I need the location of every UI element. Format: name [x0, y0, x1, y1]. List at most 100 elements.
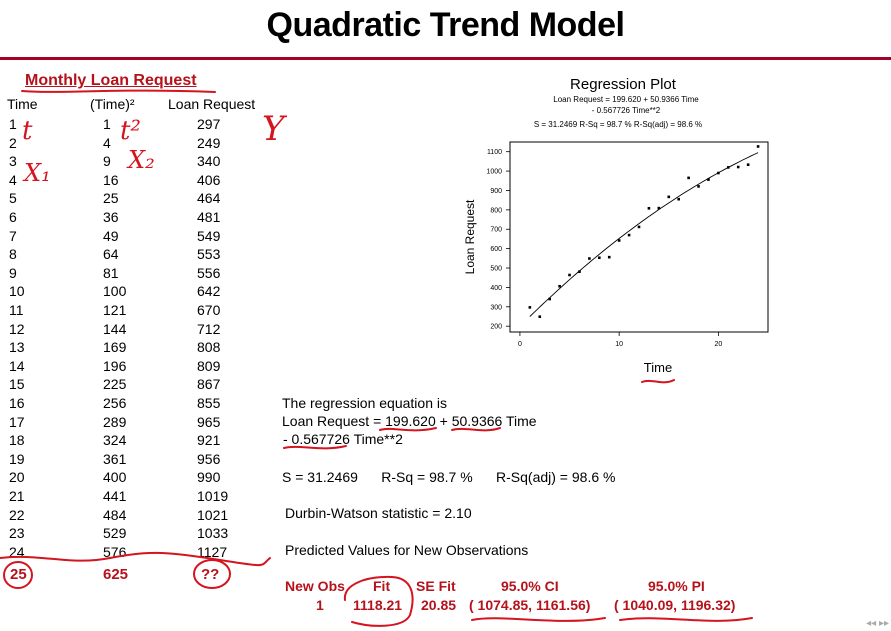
table-cell-time-squared: 361: [103, 450, 127, 467]
table-cell-time: 14: [9, 357, 25, 374]
table-cell-time-squared: 400: [103, 469, 127, 486]
table-cell-time: 8: [9, 246, 17, 263]
table-cell-loan: 642: [197, 283, 221, 300]
table-cell-loan: 297: [197, 116, 221, 132]
table-cell-time: 16: [9, 395, 25, 411]
data-point: [598, 256, 601, 260]
table-cell-time: 1: [9, 116, 17, 132]
data-point: [736, 165, 740, 169]
table-cell-time: 9: [9, 264, 17, 281]
pred-header-fit: Fit: [373, 578, 391, 594]
pred-header-pi: 95.0% PI: [648, 578, 705, 594]
pred-value-ci: ( 1074.85, 1161.56): [469, 597, 591, 613]
table-cell-loan: 712: [197, 320, 221, 337]
data-point: [727, 166, 730, 169]
annotation-x1: X₁: [22, 159, 51, 187]
table-cell-time-squared: 144: [103, 320, 127, 337]
table-cell-time: 4: [9, 171, 17, 188]
pred-header-se-fit: SE Fit: [416, 578, 456, 594]
table-cell-time: 24: [9, 543, 25, 560]
table-cell-loan: 670: [197, 302, 221, 318]
fitted-curve: [529, 152, 759, 317]
data-point: [558, 284, 561, 288]
table-cell-loan: 1021: [197, 506, 229, 523]
x-axis-label: Time: [644, 360, 672, 375]
table-cell-loan: 1033: [197, 525, 229, 542]
data-point: [707, 178, 710, 181]
table-cell-time: 6: [9, 209, 17, 225]
table-cell-loan: 855: [197, 395, 221, 411]
y-tick-label: 400: [490, 285, 502, 292]
data-point: [588, 257, 591, 260]
table-cell-time-squared: 100: [103, 283, 127, 300]
page-title: Quadratic Trend Model: [266, 6, 625, 44]
x-tick-label: 20: [714, 341, 722, 348]
data-point: [528, 306, 532, 309]
data-point: [637, 225, 641, 229]
data-point: [677, 197, 680, 201]
y-axis-label: Loan Request: [463, 199, 477, 274]
table-heading: Monthly Loan Request: [25, 72, 197, 89]
table-cell-loan: 990: [197, 469, 221, 486]
table-cell-loan: 406: [197, 171, 221, 188]
annotation-t: t: [22, 116, 33, 146]
table-cell-time-squared: 484: [103, 506, 127, 523]
data-point: [578, 270, 581, 274]
table-cell-loan: 808: [197, 339, 221, 356]
table-cell-loan: 549: [197, 227, 221, 244]
equation-line-2: - 0.567726 Time**2: [283, 431, 403, 447]
table-cell-time: 18: [9, 432, 25, 449]
data-point: [607, 255, 611, 259]
pred-value-pi: ( 1040.09, 1196.32): [614, 597, 736, 613]
plot-subtitle-line: Loan Request = 199.620 + 50.9366 Time: [553, 95, 699, 104]
x-tick-label: 10: [615, 341, 623, 348]
plot-frame: [509, 141, 769, 333]
table-cell-time-squared: 169: [103, 339, 127, 356]
table-cell-loan: 1019: [197, 488, 229, 504]
table-cell-loan: 481: [197, 209, 221, 225]
plot-subtitle-line: S = 31.2469 R-Sq = 98.7 % R-Sq(adj) = 98…: [534, 120, 702, 129]
table-cell-time: 3: [9, 153, 17, 170]
data-point: [717, 171, 720, 175]
data-point: [746, 163, 750, 166]
pred-header-new-obs: New Obs: [285, 578, 345, 594]
table-cell-time: 23: [9, 525, 25, 542]
title-divider: [0, 57, 891, 60]
data-point: [568, 273, 571, 277]
y-tick-label: 300: [490, 304, 502, 311]
data-point: [667, 195, 671, 199]
table-cell-time: 2: [9, 134, 17, 151]
table-cell-loan: 340: [197, 153, 221, 170]
data-point: [697, 185, 700, 188]
table-cell-time-squared: 289: [103, 413, 127, 430]
table-cell-time: 7: [9, 227, 17, 244]
fit-statistics: S = 31.2469 R-Sq = 98.7 % R-Sq(adj) = 98…: [282, 469, 616, 485]
predict-loan: ??: [201, 566, 220, 583]
table-cell-time: 13: [9, 339, 25, 356]
table-cell-time-squared: 121: [103, 302, 127, 318]
equation-line-1: Loan Request = 199.620 + 50.9366 Time: [282, 413, 537, 429]
y-tick-label: 600: [490, 246, 502, 253]
table-cell-time-squared: 225: [103, 376, 127, 393]
table-cell-time: 11: [9, 302, 24, 318]
annotation-t2: t²: [120, 116, 141, 146]
slide-nav-arrows-icon[interactable]: ◂◂ ▸▸: [866, 618, 889, 629]
durbin-watson: Durbin-Watson statistic = 2.10: [285, 505, 472, 521]
data-point: [627, 233, 631, 237]
annotation-x2: X₂: [126, 146, 155, 174]
data-point: [647, 207, 651, 210]
table-cell-time-squared: 196: [103, 357, 127, 374]
pred-value-se-fit: 20.85: [421, 597, 457, 613]
equation-intro: The regression equation is: [282, 395, 447, 411]
table-cell-time: 17: [9, 413, 25, 430]
table-cell-loan: 249: [197, 134, 221, 151]
table-cell-time: 20: [9, 469, 25, 486]
predict-time: 25: [10, 566, 27, 583]
table-cell-time-squared: 49: [103, 227, 119, 244]
data-point: [756, 145, 760, 148]
table-cell-time: 19: [9, 450, 25, 467]
table-cell-loan: 965: [197, 413, 221, 430]
data-point: [548, 297, 551, 301]
column-header-loan-request: Loan Request: [168, 96, 256, 112]
column-header-time-squared: (Time)²: [90, 96, 135, 112]
